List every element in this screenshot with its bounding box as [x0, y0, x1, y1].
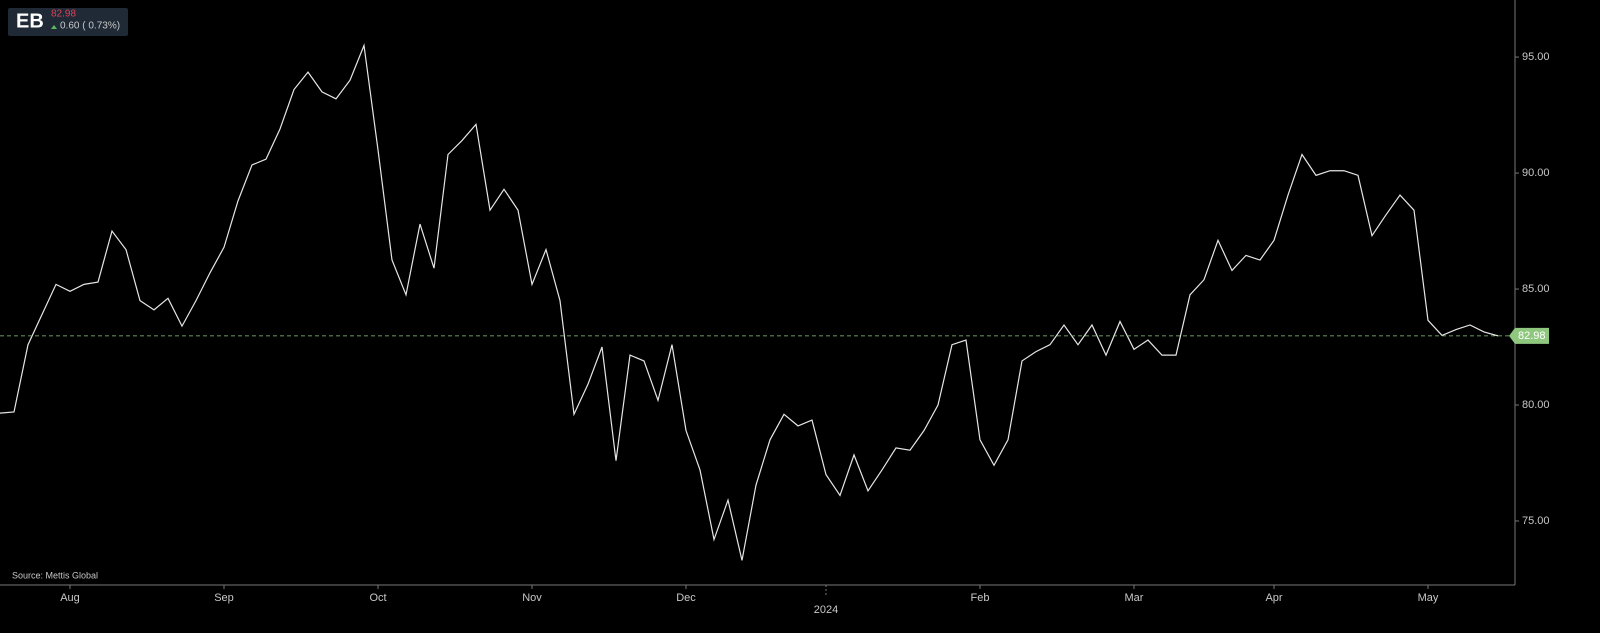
- x-tick-label: May: [1418, 592, 1439, 604]
- price-line: [0, 43, 1499, 561]
- x-tick-label: Aug: [60, 592, 80, 604]
- change: 0.60 ( 0.73%): [60, 21, 120, 32]
- ticker-box-bg: [8, 8, 128, 36]
- y-tick-label: 80.00: [1522, 399, 1550, 411]
- last-price-tag: [1509, 327, 1549, 344]
- last-price-label: 82.98: [1518, 330, 1546, 342]
- ticker: EB: [16, 10, 44, 32]
- x-tick-label: Dec: [676, 592, 696, 604]
- x-tick-label: 2024: [814, 604, 838, 616]
- x-tick-label: Nov: [522, 592, 542, 604]
- x-tick-label: Feb: [971, 592, 990, 604]
- y-tick-label: 85.00: [1522, 283, 1550, 295]
- up-arrow: [51, 25, 57, 29]
- y-tick-label: 90.00: [1522, 167, 1550, 179]
- x-tick-label: Sep: [214, 592, 234, 604]
- y-tick-label: 75.00: [1522, 515, 1550, 527]
- price: 82.98: [51, 9, 76, 20]
- x-tick-label: Apr: [1265, 592, 1282, 604]
- x-tick-label: Mar: [1125, 592, 1144, 604]
- ticker-box: EB 82.98 0.60 ( 0.73%): [8, 8, 128, 36]
- y-tick-label: 95.00: [1522, 51, 1550, 63]
- source: Source: Mettis Global: [12, 570, 98, 580]
- x-tick-label: Oct: [369, 592, 386, 604]
